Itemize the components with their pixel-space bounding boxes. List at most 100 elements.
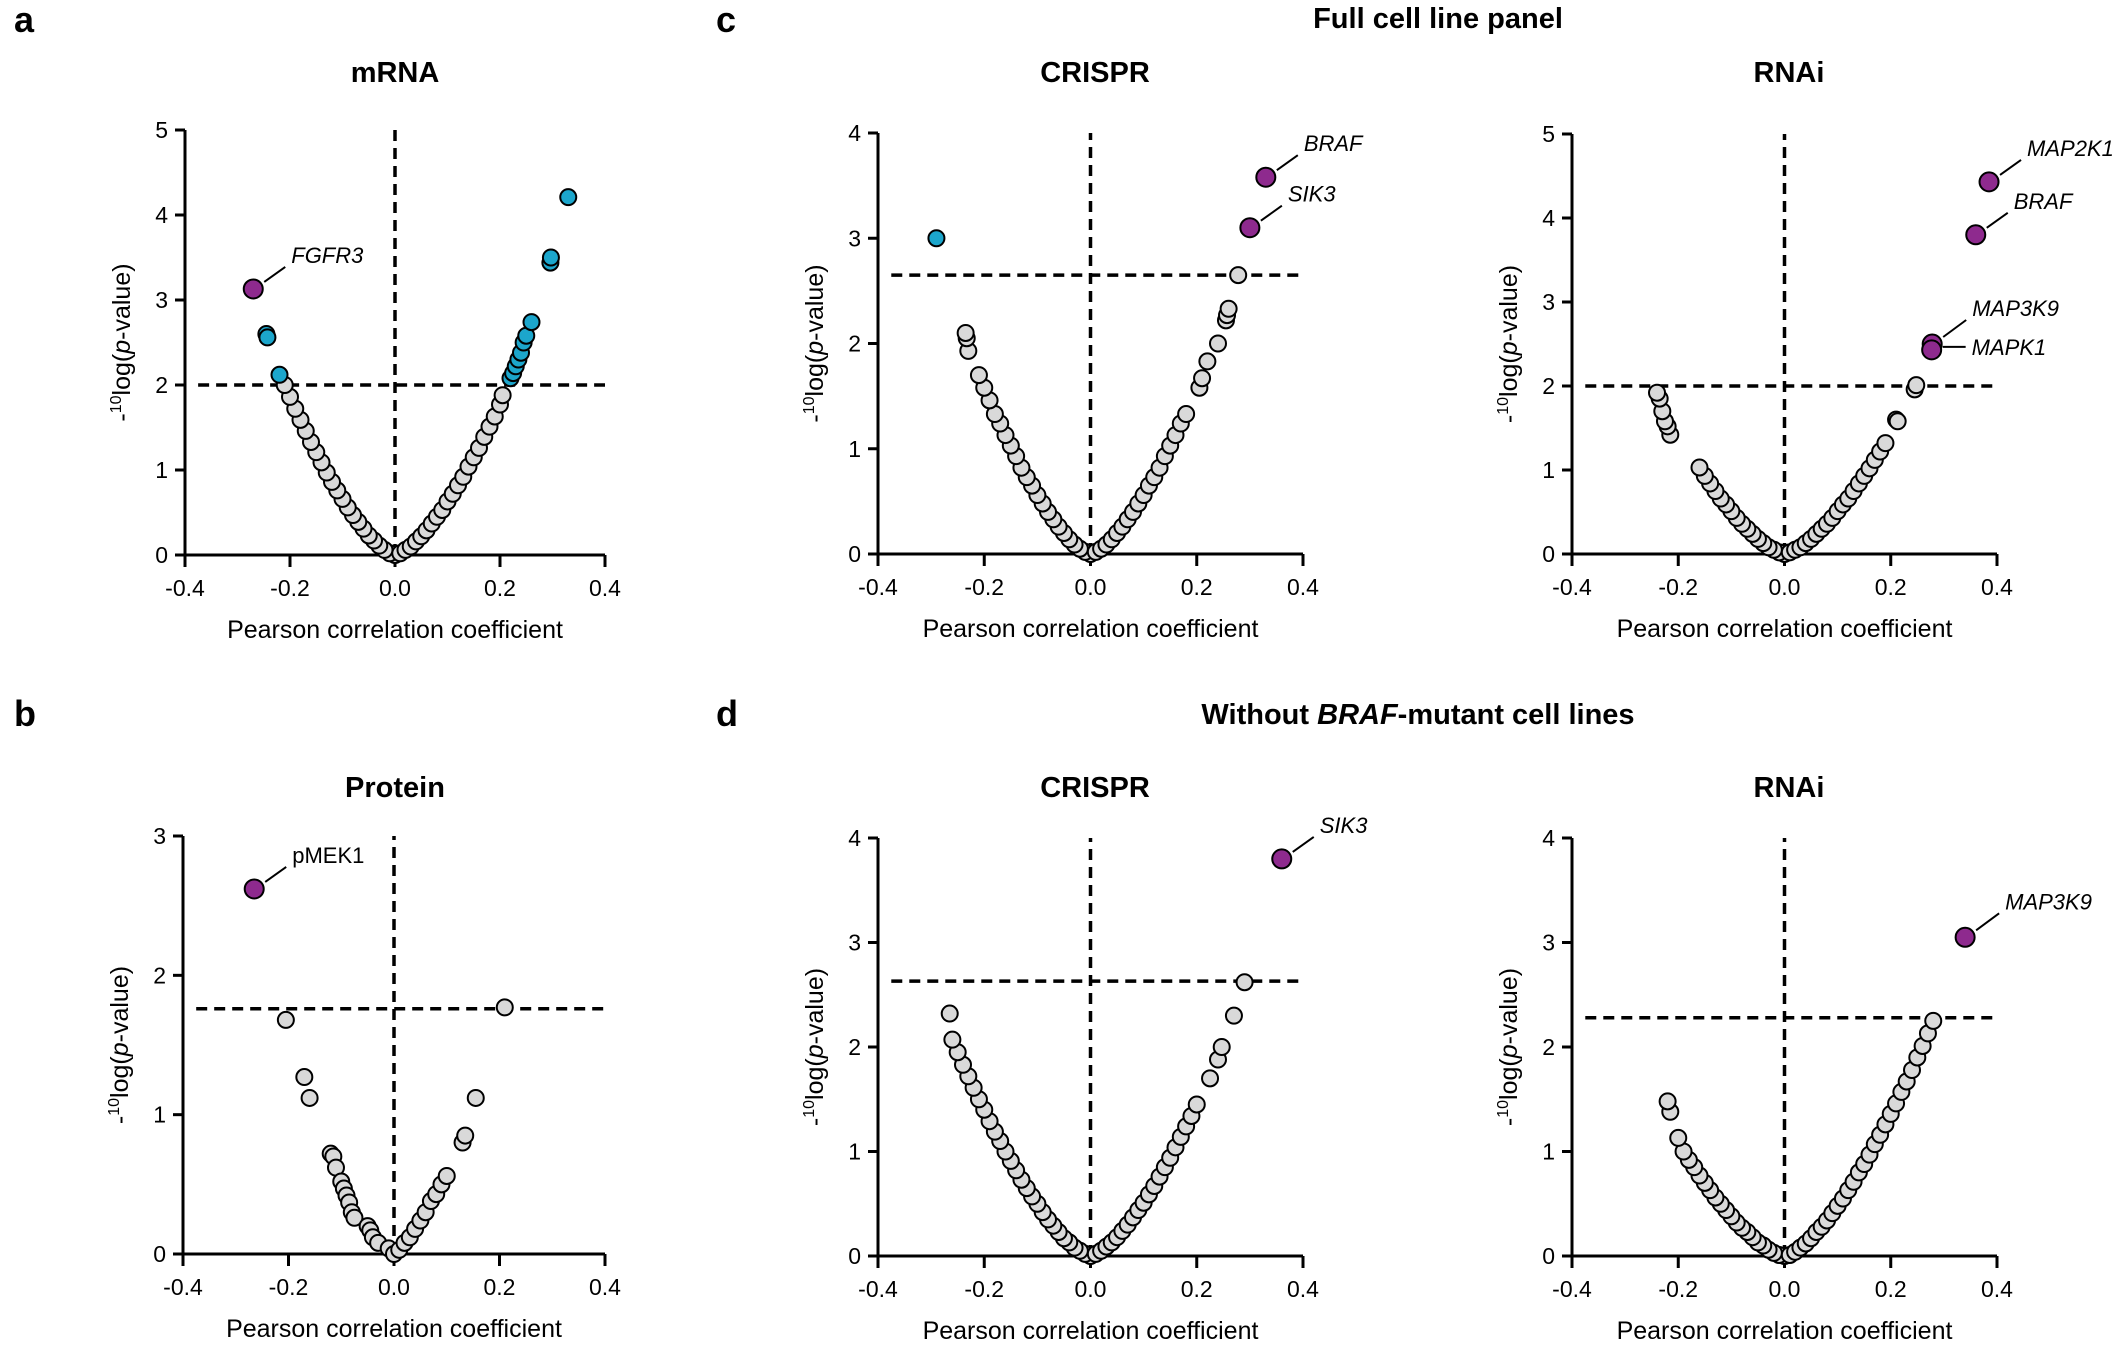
blue-point (522, 313, 541, 332)
y-tick-label: 4 (1542, 205, 1555, 231)
y-tick-label: 2 (153, 962, 166, 988)
grey-point (495, 998, 514, 1017)
x-tick-label: -0.4 (858, 1276, 898, 1302)
y-axis-label: -10log(p-value) (1495, 968, 1523, 1126)
y-axis-label: -10log(p-value) (801, 968, 829, 1126)
y-label-mid: log( (108, 353, 136, 395)
panel-title: Protein (345, 772, 445, 804)
grey-point (276, 1010, 295, 1029)
panel-b: b Protein -0.4 -0.2 0.0 0.2 0.4 0 1 2 3 Pearson cor… (14, 693, 621, 1343)
purple-point (1255, 166, 1277, 188)
panel-letter: b (14, 693, 36, 734)
y-label-mid: log( (1495, 355, 1523, 397)
y-label-sup: 10 (1495, 397, 1512, 415)
y-label-mid: log( (106, 1056, 134, 1098)
y-label-end: -value) (801, 968, 829, 1044)
x-tick-label: 0.2 (1875, 1276, 1907, 1302)
grey-point (1924, 1011, 1943, 1030)
point-label: SIK3 (1288, 182, 1336, 207)
purple-point (1271, 848, 1293, 870)
blue-point (541, 248, 560, 267)
grey-point (1212, 1038, 1231, 1056)
grey-point (1219, 299, 1238, 318)
y-label-end: -value) (1495, 968, 1523, 1044)
label-leader-line (1260, 204, 1283, 222)
y-label-end: -value) (801, 264, 829, 340)
y-label-italic: p (106, 1042, 134, 1057)
y-tick-label: 2 (848, 331, 861, 357)
y-label-sup: 10 (801, 1100, 818, 1118)
y-tick-label: 1 (848, 1139, 861, 1165)
y-label-sup: 10 (1495, 1100, 1512, 1118)
x-tick-label: -0.4 (163, 1274, 203, 1300)
purple-point (243, 878, 265, 900)
blue-point (258, 328, 277, 347)
x-tick-label: -0.2 (270, 575, 310, 601)
y-tick-label: 0 (153, 1241, 166, 1267)
x-tick-label: -0.4 (1552, 1276, 1592, 1302)
grey-point (1690, 458, 1709, 477)
point-label: MAP3K9 (2005, 889, 2092, 914)
x-tick-label: 0.0 (1075, 1276, 1107, 1302)
grey-point (940, 1004, 959, 1023)
y-tick-label: 0 (1542, 541, 1555, 567)
point-label: BRAF (2014, 189, 2074, 214)
y-label-mid: log( (801, 354, 829, 396)
y-tick-label: 3 (153, 823, 166, 849)
y-label-prefix: - (801, 1118, 829, 1126)
grey-point (1209, 334, 1227, 353)
x-tick-label: 0.0 (379, 575, 411, 601)
y-label-prefix: - (106, 1116, 134, 1124)
y-tick-label: 3 (848, 930, 861, 956)
y-axis-label: -10log(p-value) (108, 263, 136, 421)
y-label-italic: p (1495, 341, 1523, 356)
x-axis-label: Pearson correlation coefficient (226, 1315, 562, 1343)
x-tick-label: -0.4 (1552, 574, 1592, 600)
y-tick-label: 4 (1542, 825, 1555, 851)
grey-point (1198, 352, 1217, 371)
purple-point (1965, 224, 1987, 246)
y-label-prefix: - (108, 413, 136, 421)
label-leader-line (1975, 912, 2000, 932)
grey-point (437, 1166, 456, 1185)
y-label-mid: log( (801, 1058, 829, 1100)
x-tick-label: -0.2 (1658, 1276, 1698, 1302)
x-tick-label: -0.2 (1658, 574, 1698, 600)
point-label: SIK3 (1320, 813, 1368, 838)
y-axis-label: -10log(p-value) (1495, 265, 1523, 423)
y-tick-label: 0 (1542, 1243, 1555, 1269)
grey-point (1201, 1069, 1220, 1088)
blue-point (559, 188, 578, 207)
y-label-italic: p (1495, 1044, 1523, 1059)
y-label-sup: 10 (106, 1098, 123, 1116)
grey-point (969, 366, 988, 385)
y-tick-label: 3 (1542, 930, 1555, 956)
purple-point (1978, 171, 2000, 193)
grey-point (345, 1208, 364, 1227)
y-tick-label: 1 (155, 457, 168, 483)
x-axis-label: Pearson correlation coefficient (923, 1317, 1259, 1345)
label-leader-line (1999, 159, 2022, 176)
grey-point (1224, 1006, 1243, 1025)
y-tick-label: 2 (1542, 1034, 1555, 1060)
point-label: FGFR3 (291, 243, 364, 268)
grey-point (1235, 973, 1254, 992)
y-tick-label: 2 (1542, 373, 1555, 399)
x-axis-label: Pearson correlation coefficient (227, 616, 563, 644)
y-label-italic: p (801, 1044, 829, 1059)
group-d-title: Without BRAF-mutant cell lines (1201, 699, 1634, 731)
x-axis-label: Pearson correlation coefficient (1617, 1317, 1953, 1345)
y-label-end: -value) (1495, 265, 1523, 341)
panel-title: mRNA (351, 57, 440, 89)
x-tick-label: -0.2 (269, 1274, 309, 1300)
y-tick-label: 0 (155, 542, 168, 568)
grey-point (1876, 434, 1895, 453)
x-tick-label: 0.0 (378, 1274, 410, 1300)
panel-a: a mRNA -0.4 -0.2 0.0 0.2 0.4 0 1 2 3 4 5 Pearson corr… (14, 0, 621, 644)
x-tick-label: 0.2 (1181, 1276, 1213, 1302)
panel-letter: d (716, 693, 738, 734)
panel-d: d CRISPR -0.4 -0.2 0.0 0.2 0.4 0 1 2 3 4 Pearson cor… (716, 693, 1368, 1345)
y-label-prefix: - (801, 414, 829, 422)
grey-point (1888, 412, 1907, 431)
x-axis-label: Pearson correlation coefficient (923, 615, 1259, 643)
